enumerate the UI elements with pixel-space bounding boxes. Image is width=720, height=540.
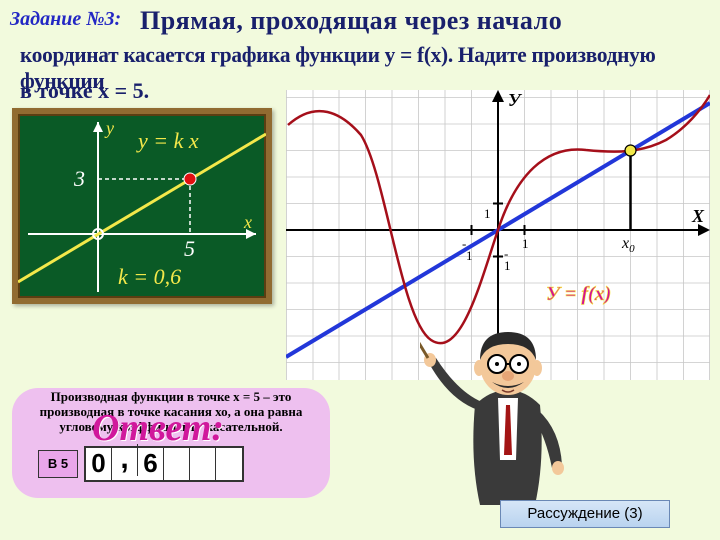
svg-text:1: 1	[466, 248, 473, 263]
svg-text:1: 1	[522, 236, 529, 251]
chalk-y-label: у	[104, 118, 114, 138]
chalk-formula: y = k x	[136, 128, 199, 153]
cell-4	[190, 448, 216, 480]
cell-1: ,	[112, 444, 138, 476]
b5-badge: В 5	[38, 450, 78, 478]
teacher-icon	[420, 310, 590, 510]
cell-5	[216, 448, 242, 480]
answer-row: В 5 0 , 6	[38, 446, 244, 482]
cell-0: 0	[86, 448, 112, 480]
cell-2: 6	[138, 448, 164, 480]
chalkboard: у х y = k x 3 5 k = 0,6	[12, 108, 272, 304]
title-line-1: Прямая, проходящая через начало	[140, 6, 562, 36]
chalk-markx: 5	[184, 236, 195, 261]
chalk-k: k = 0,6	[118, 264, 181, 289]
graph-x-label: Х	[691, 206, 705, 226]
fn-label: У = f(x)	[546, 283, 611, 305]
task-label: Задание №3:	[10, 8, 121, 31]
svg-text:1: 1	[504, 258, 511, 273]
reasoning-button[interactable]: Рассуждение (3)	[500, 500, 670, 528]
cell-3	[164, 448, 190, 480]
chalkboard-svg: у х y = k x 3 5 k = 0,6	[18, 114, 266, 298]
chalk-x-label: х	[243, 212, 252, 232]
title-line-3: в точке х = 5.	[20, 78, 149, 104]
svg-text:1: 1	[484, 206, 491, 221]
chalk-marky: 3	[73, 166, 85, 191]
answer-cells: 0 , 6	[84, 446, 244, 482]
answer-block: Производная функции в точке х = 5 – это …	[12, 370, 330, 502]
